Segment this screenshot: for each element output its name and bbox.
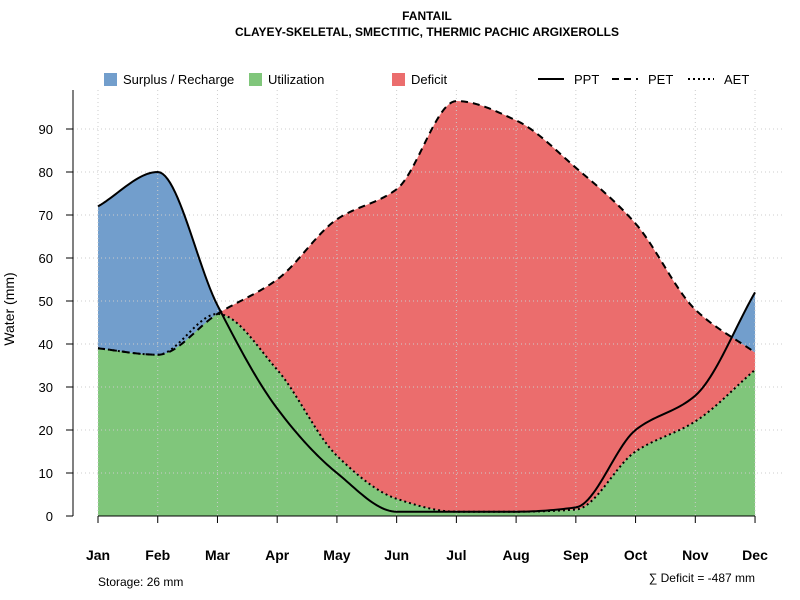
chart-subtitle: CLAYEY-SKELETAL, SMECTITIC, THERMIC PACH… xyxy=(235,25,619,39)
legend-label: Utilization xyxy=(268,72,324,87)
legend-label: AET xyxy=(724,72,749,87)
deficit-note: ∑ Deficit = -487 mm xyxy=(649,571,755,585)
legend-label: PPT xyxy=(574,72,599,87)
surplus-area xyxy=(98,101,756,355)
legend-swatch xyxy=(249,73,262,86)
ppt-line xyxy=(97,170,756,513)
x-tick-label: Jan xyxy=(86,547,110,563)
x-tick-label: Nov xyxy=(682,547,709,563)
x-tick-label: Feb xyxy=(145,547,170,563)
x-tick-label: May xyxy=(323,547,350,563)
plot-lines xyxy=(97,100,756,513)
legend-swatch xyxy=(104,73,117,86)
y-tick-label: 40 xyxy=(39,337,53,352)
utilization-area xyxy=(98,313,756,516)
plot-areas xyxy=(98,101,756,516)
y-tick-label: 90 xyxy=(39,122,53,137)
axes: 0 10 20 30 40 50 60 70 80 90 Jan Feb Mar Apr May Jun Jul… xyxy=(39,90,768,563)
y-tick-label: 60 xyxy=(39,251,53,266)
y-tick-label: 10 xyxy=(39,466,53,481)
grid-lines xyxy=(73,90,783,516)
y-tick-label: 0 xyxy=(46,509,53,524)
x-tick-label: Oct xyxy=(624,547,648,563)
storage-note: Storage: 26 mm xyxy=(98,575,183,589)
deficit-area xyxy=(98,101,756,512)
x-tick-label: Dec xyxy=(742,547,768,563)
x-tick-label: Jun xyxy=(384,547,409,563)
legend-label: Surplus / Recharge xyxy=(123,72,234,87)
y-tick-label: 30 xyxy=(39,380,53,395)
y-tick-label: 80 xyxy=(39,165,53,180)
x-tick-label: Aug xyxy=(503,547,530,563)
x-tick-label: Jul xyxy=(446,547,466,563)
x-tick-label: Mar xyxy=(205,547,230,563)
legend: Surplus / Recharge Utilization Deficit PPT P… xyxy=(104,72,749,87)
y-tick-label: 50 xyxy=(39,294,53,309)
y-tick-label: 70 xyxy=(39,208,53,223)
x-tick-label: Apr xyxy=(265,547,290,563)
y-tick-label: 20 xyxy=(39,423,53,438)
legend-swatch xyxy=(392,73,405,86)
chart-title: FANTAIL xyxy=(402,9,452,23)
legend-label: Deficit xyxy=(411,72,448,87)
y-axis-label: Water (mm) xyxy=(1,272,17,345)
x-tick-label: Sep xyxy=(563,547,589,563)
pet-line xyxy=(97,100,756,356)
legend-label: PET xyxy=(648,72,673,87)
